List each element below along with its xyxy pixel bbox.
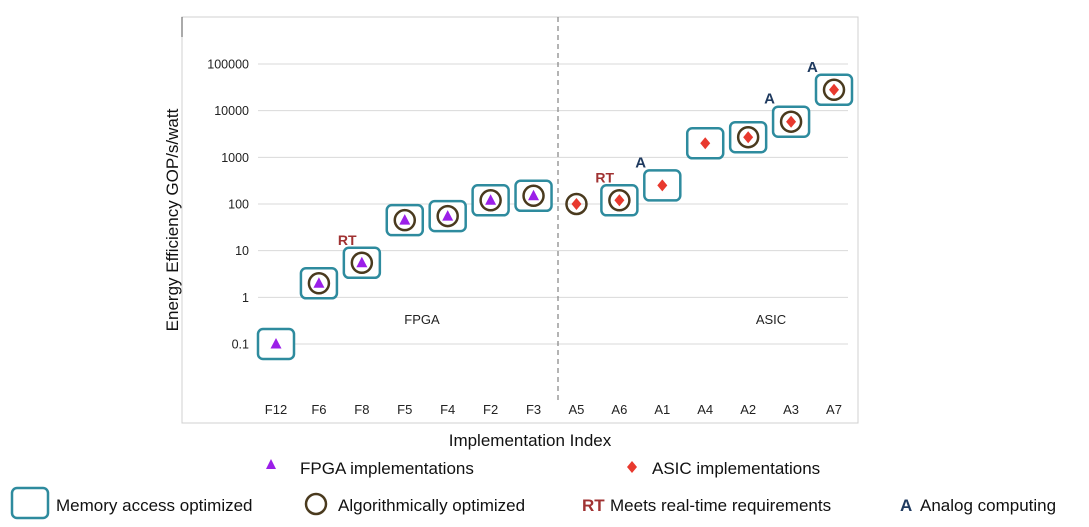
x-tick-A3: A3 <box>783 402 799 417</box>
legend-algo-label: Algorithmically optimized <box>338 496 525 515</box>
y-tick-0.1: 0.1 <box>232 338 249 352</box>
algo-circle-A7 <box>822 78 846 102</box>
x-tick-F12: F12 <box>265 402 287 417</box>
algo-circle-F2 <box>479 189 502 212</box>
x-tick-F6: F6 <box>311 402 326 417</box>
point-A1: A <box>635 154 682 202</box>
asic-marker-A3 <box>786 115 797 128</box>
x-tick-F2: F2 <box>483 402 498 417</box>
asic-marker-A2 <box>743 131 754 144</box>
algo-circle-F5 <box>393 208 417 232</box>
rt-label-F8: RT <box>338 232 357 248</box>
legend-analog-label: Analog computing <box>920 496 1056 515</box>
point-F5 <box>385 203 425 237</box>
legend-analog-symbol: A <box>900 496 912 515</box>
y-tick-labels: 0.1 1 10 100 1000 10000 100000 <box>207 57 249 351</box>
region-label-fpga: FPGA <box>404 312 440 327</box>
x-tick-F4: F4 <box>440 402 455 417</box>
fpga-marker-F8 <box>356 256 368 268</box>
asic-marker-A4 <box>700 137 711 150</box>
legend-asic-diamond-icon <box>627 461 637 473</box>
point-F8: RT <box>338 232 382 280</box>
x-tick-A1: A1 <box>654 402 670 417</box>
x-axis-label: Implementation Index <box>449 431 612 450</box>
legend-rt-label: Meets real-time requirements <box>610 496 831 515</box>
x-tick-F5: F5 <box>397 402 412 417</box>
y-tick-1000: 1000 <box>221 151 249 165</box>
point-F3 <box>514 179 553 213</box>
asic-marker-A7 <box>829 83 839 96</box>
legend-rt-symbol: RT <box>582 496 605 515</box>
x-tick-A4: A4 <box>697 402 713 417</box>
algo-circle-F3 <box>522 184 545 208</box>
algo-circle-A6 <box>608 189 631 212</box>
gridlines <box>258 63 848 345</box>
x-tick-A6: A6 <box>611 402 627 417</box>
legend-fpga-triangle-icon <box>266 459 276 469</box>
point-F12 <box>256 327 296 361</box>
plot-frame <box>181 16 859 424</box>
fpga-marker-F4 <box>442 210 454 221</box>
algo-circle-A3 <box>779 110 803 133</box>
algo-circle-A2 <box>736 125 760 149</box>
point-F6 <box>299 267 339 300</box>
y-tick-10: 10 <box>235 244 249 258</box>
y-tick-100000: 100000 <box>207 57 249 71</box>
point-A5 <box>565 192 588 216</box>
point-A4 <box>685 127 725 160</box>
legend-asic-label: ASIC implementations <box>652 459 820 478</box>
point-A7: A <box>807 59 854 107</box>
data-points: RT RT A A A <box>256 59 854 361</box>
point-A6: RT <box>595 169 639 217</box>
y-tick-1: 1 <box>242 291 249 305</box>
y-tick-10000: 10000 <box>214 104 249 118</box>
x-tick-A2: A2 <box>740 402 756 417</box>
legend-fpga-label: FPGA implementations <box>300 459 474 478</box>
y-axis-label: Energy Efficiency GOP/s/watt <box>163 108 182 331</box>
legend-memory-label: Memory access optimized <box>56 496 253 515</box>
fpga-marker-F5 <box>399 214 411 225</box>
x-tick-labels: F12 F6 F8 F5 F4 F2 F3 A5 A6 A1 A4 A2 A3 A7 <box>265 402 842 417</box>
x-tick-F8: F8 <box>354 402 369 417</box>
analog-label-A3: A <box>764 91 775 108</box>
legend-memory-box-icon <box>10 486 50 520</box>
point-A3: A <box>764 91 811 138</box>
x-tick-A5: A5 <box>569 402 585 417</box>
fpga-marker-F2 <box>485 194 497 205</box>
x-tick-F3: F3 <box>526 402 541 417</box>
rt-label-A6: RT <box>595 169 614 185</box>
algo-circle-A5 <box>565 192 588 216</box>
fpga-marker-F3 <box>528 189 540 201</box>
asic-marker-A5 <box>571 197 582 210</box>
y-tick-100: 100 <box>228 197 249 211</box>
asic-marker-A6 <box>614 194 625 207</box>
algo-circle-F6 <box>307 272 331 295</box>
fpga-marker-F6 <box>313 277 325 288</box>
algo-circle-F4 <box>436 204 459 228</box>
analog-label-A7: A <box>807 59 818 76</box>
x-tick-A7: A7 <box>826 402 842 417</box>
region-label-asic: ASIC <box>756 312 786 327</box>
legend-algo-circle-icon <box>304 492 328 516</box>
point-F4 <box>428 199 467 233</box>
algo-circle-F8 <box>350 251 374 275</box>
analog-label-A1: A <box>635 154 646 171</box>
point-A2 <box>728 120 768 154</box>
point-F2 <box>471 184 510 217</box>
asic-marker-A1 <box>657 179 668 192</box>
fpga-marker-F12 <box>270 338 282 349</box>
legend: FPGA implementations ASIC implementation… <box>10 459 1056 520</box>
